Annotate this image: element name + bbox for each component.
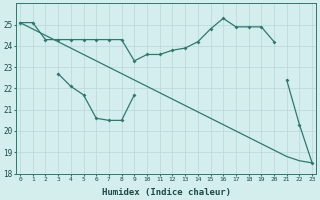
X-axis label: Humidex (Indice chaleur): Humidex (Indice chaleur) bbox=[101, 188, 231, 197]
